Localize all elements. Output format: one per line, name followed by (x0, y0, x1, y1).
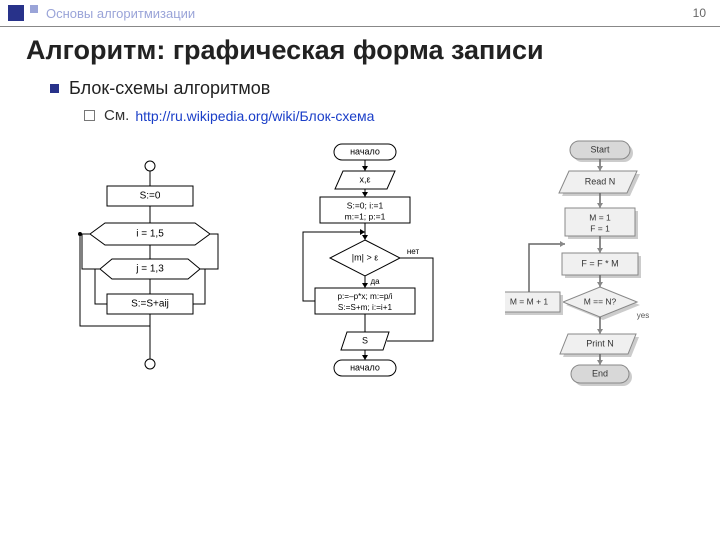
body: Блок-схемы алгоритмов См. http://ru.wiki… (0, 78, 720, 516)
fc2-start: начало (350, 146, 380, 156)
fc3-start: Start (590, 144, 610, 154)
fc2-body1: p:=–p*x; m:=p/i (337, 292, 392, 301)
fc2-end: начало (350, 362, 380, 372)
fc3-yes: yes (637, 311, 649, 320)
fc3-r3: M = M + 1 (510, 296, 549, 306)
fc1-hex2: j = 1,3 (135, 264, 164, 275)
fc3-dec: M == N? (584, 296, 617, 306)
fc3-print: Print N (586, 338, 614, 348)
fc2-out: S (362, 335, 368, 345)
fc3-r1a: M = 1 (589, 212, 611, 222)
fc3-end: End (592, 368, 608, 378)
flowchart-2: начало x,ε S:=0; i:=1 m:=1; p:=1 |m| > ε… (285, 138, 460, 393)
flowchart-1: S:=0 i = 1,5 j = 1,3 S:=S+aij (50, 154, 250, 384)
fc2-body2: S:=S+m; i:=i+1 (338, 303, 393, 312)
sub-bullet: См. http://ru.wikipedia.org/wiki/Блок-сх… (84, 107, 720, 124)
fc3-r2: F = F * M (581, 258, 618, 268)
fc1-s2: S:=S+aij (131, 299, 169, 310)
logo-square2-icon (30, 5, 38, 13)
header-divider (0, 26, 720, 27)
fc3-read: Read N (585, 176, 616, 186)
wiki-link[interactable]: http://ru.wikipedia.org/wiki/Блок-схема (135, 108, 374, 124)
breadcrumb: Основы алгоритмизации (46, 6, 195, 21)
flowchart-3: Start Read N M = 1 F = 1 F = F * M M == … (505, 136, 695, 396)
page-title: Алгоритм: графическая форма записи (26, 35, 720, 66)
fc2-yes: да (370, 277, 380, 286)
fc2-xe: x,ε (359, 174, 370, 184)
fc3-r1b: F = 1 (590, 223, 610, 233)
logo-square-icon (8, 5, 24, 21)
fc2-init1: S:=0; i:=1 (347, 200, 384, 210)
page-number: 10 (693, 6, 706, 20)
bullet-icon (50, 84, 59, 93)
fc2-dec: |m| > ε (352, 252, 378, 262)
fc1-hex1: i = 1,5 (136, 229, 164, 240)
slide-header: Основы алгоритмизации 10 (0, 0, 720, 26)
bullet-1-text: Блок-схемы алгоритмов (69, 78, 270, 99)
bullet-1: Блок-схемы алгоритмов (50, 78, 720, 99)
fc2-init2: m:=1; p:=1 (345, 211, 386, 221)
fc1-s1: S:=0 (140, 191, 161, 202)
see-label: См. (104, 107, 129, 124)
diagrams-area: S:=0 i = 1,5 j = 1,3 S:=S+aij (50, 136, 720, 516)
sub-bullet-icon (84, 110, 95, 121)
fc2-no: нет (407, 247, 420, 256)
